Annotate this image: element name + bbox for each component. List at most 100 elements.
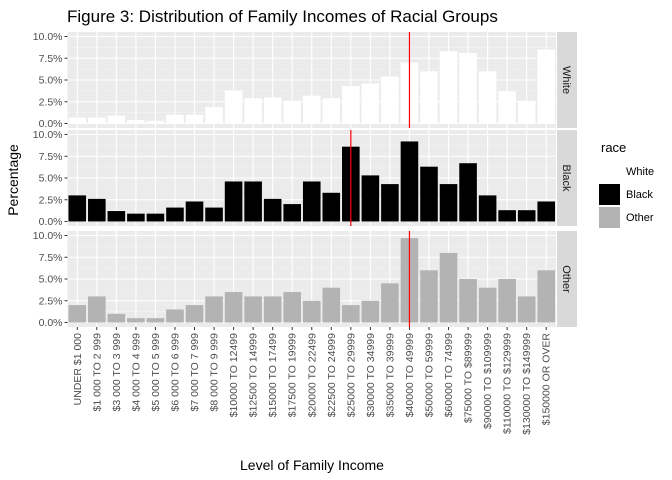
bar xyxy=(420,166,438,222)
bar xyxy=(263,296,282,323)
bar xyxy=(420,71,438,124)
bar xyxy=(244,181,262,222)
bar xyxy=(537,270,556,323)
x-tick-label: $7 000 TO 7 999 xyxy=(189,333,201,412)
facet-strip xyxy=(557,32,577,128)
bar xyxy=(537,49,556,124)
bar xyxy=(127,120,145,124)
bar xyxy=(185,114,204,124)
bar xyxy=(283,204,302,222)
facet-panel-black: 0.0% 2.5% 5.0% 7.5% 10.0% Black xyxy=(33,129,577,228)
bar xyxy=(322,192,341,222)
bar xyxy=(224,292,243,323)
y-axis-title: Percentage xyxy=(5,144,21,216)
y-tick-label: 5.0% xyxy=(39,274,63,286)
bar xyxy=(127,318,145,323)
bar xyxy=(68,195,87,222)
facet-strip-label: Black xyxy=(560,165,572,192)
bar xyxy=(88,296,106,323)
facet-panel-white: 0.0% 2.5% 5.0% 7.5% 10.0% White xyxy=(33,31,577,130)
bar xyxy=(127,213,145,222)
x-tick-label: $150000 OR OVER xyxy=(541,333,553,426)
x-tick-label: $15000 TO 17499 xyxy=(267,333,279,417)
bar xyxy=(88,117,106,124)
bar xyxy=(381,184,399,222)
bar xyxy=(205,207,223,222)
x-tick-label: $3 000 TO 3 999 xyxy=(111,333,123,412)
y-tick-label: 0.0% xyxy=(39,118,63,130)
bar xyxy=(68,305,87,323)
x-tick-label: $17500 TO 19999 xyxy=(287,333,299,417)
bar xyxy=(361,300,380,323)
bar xyxy=(381,76,399,124)
x-axis-title: Level of Family Income xyxy=(240,457,384,473)
bar xyxy=(107,115,126,124)
y-tick-label: 5.0% xyxy=(39,75,63,87)
facet-strip xyxy=(557,130,577,226)
y-tick-label: 2.5% xyxy=(39,96,63,108)
bar xyxy=(146,318,165,323)
legend-key-other xyxy=(599,207,620,228)
bar xyxy=(439,184,458,222)
bar xyxy=(166,207,184,222)
legend-label-other: Other xyxy=(626,212,654,224)
legend-key-white xyxy=(599,161,620,182)
x-tick-label: $4 000 TO 4 999 xyxy=(130,333,142,412)
x-tick-label: $130000 TO $149999 xyxy=(521,333,533,435)
x-tick-label: $12500 TO 14999 xyxy=(248,333,260,417)
bar xyxy=(205,296,223,323)
bar xyxy=(342,86,360,124)
x-tick-label: $75000 TO $89999 xyxy=(463,333,475,423)
y-tick-label: 5.0% xyxy=(39,173,63,185)
bar xyxy=(459,163,477,222)
y-tick-label: 7.5% xyxy=(39,151,63,163)
bar xyxy=(283,292,302,323)
bar xyxy=(302,95,321,124)
x-tick-label: $60000 TO 74999 xyxy=(443,333,455,417)
x-tick-label: $22500 TO 24999 xyxy=(326,333,338,417)
bar xyxy=(185,305,204,323)
bar xyxy=(224,181,243,222)
bar xyxy=(478,287,497,323)
bar xyxy=(478,195,497,222)
y-tick-label: 0.0% xyxy=(39,216,63,228)
bar xyxy=(88,198,106,222)
x-axis: UNDER $1 000 $1 000 TO 2 999 $3 000 TO 3 9… xyxy=(72,327,553,435)
y-tick-label: 2.5% xyxy=(39,295,63,307)
bar xyxy=(146,120,165,124)
y-tick-label: 7.5% xyxy=(39,53,63,65)
x-tick-label: $20000 TO 22499 xyxy=(306,333,318,417)
bar xyxy=(107,211,126,222)
bar xyxy=(322,98,341,124)
facet-panels: 0.0% 2.5% 5.0% 7.5% 10.0% White 0.0% 2.5% 5.0% 7.… xyxy=(33,31,577,329)
bar xyxy=(498,210,516,222)
bar xyxy=(361,83,380,124)
facet-strip xyxy=(557,231,577,327)
bar xyxy=(146,213,165,222)
x-tick-label: $30000 TO 34999 xyxy=(365,333,377,417)
x-tick-label: UNDER $1 000 xyxy=(72,333,84,406)
bar xyxy=(302,300,321,323)
bar xyxy=(459,53,477,124)
x-tick-label: $10000 TO 12499 xyxy=(228,333,240,417)
y-tick-label: 10.0% xyxy=(33,129,63,141)
x-tick-label: $40000 TO 49999 xyxy=(404,333,416,417)
bar xyxy=(107,313,126,323)
bar xyxy=(517,296,536,323)
legend-title: race xyxy=(601,140,626,155)
bar xyxy=(68,117,87,124)
y-tick-label: 0.0% xyxy=(39,317,63,329)
bar xyxy=(478,71,497,124)
y-tick-label: 10.0% xyxy=(33,230,63,242)
bar xyxy=(498,91,516,124)
bar xyxy=(244,98,262,124)
bar xyxy=(263,198,282,222)
bar xyxy=(224,90,243,124)
x-tick-label: $90000 TO $109999 xyxy=(482,333,494,429)
legend-label-black: Black xyxy=(626,189,653,201)
bar xyxy=(322,287,341,323)
facet-panel-other: 0.0% 2.5% 5.0% 7.5% 10.0% Other xyxy=(33,230,577,329)
y-tick-label: 7.5% xyxy=(39,252,63,264)
bar xyxy=(166,114,184,124)
